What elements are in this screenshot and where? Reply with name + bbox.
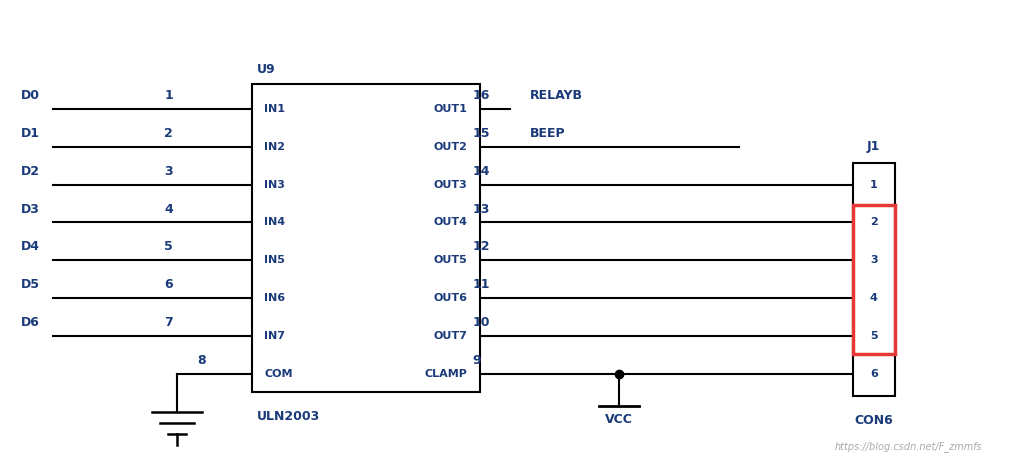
Text: 6: 6 bbox=[164, 279, 173, 292]
Text: ULN2003: ULN2003 bbox=[256, 410, 320, 423]
Bar bbox=[252, 84, 481, 392]
Text: D4: D4 bbox=[21, 240, 40, 253]
Text: OUT5: OUT5 bbox=[434, 255, 467, 266]
Text: VCC: VCC bbox=[606, 413, 633, 426]
Text: 4: 4 bbox=[870, 293, 878, 303]
Text: 1: 1 bbox=[164, 89, 173, 102]
Text: OUT4: OUT4 bbox=[433, 218, 467, 227]
Text: 16: 16 bbox=[472, 89, 490, 102]
Text: RELAYB: RELAYB bbox=[530, 89, 583, 102]
Text: IN7: IN7 bbox=[264, 331, 285, 341]
Bar bbox=[852, 205, 895, 354]
Text: 5: 5 bbox=[164, 240, 173, 253]
Text: 8: 8 bbox=[197, 354, 205, 367]
Text: 4: 4 bbox=[164, 203, 173, 216]
Text: IN5: IN5 bbox=[264, 255, 285, 266]
Text: IN4: IN4 bbox=[264, 218, 285, 227]
Text: OUT7: OUT7 bbox=[434, 331, 467, 341]
Text: 5: 5 bbox=[870, 331, 878, 341]
Text: CON6: CON6 bbox=[854, 414, 893, 427]
Text: U9: U9 bbox=[256, 63, 275, 76]
Text: OUT1: OUT1 bbox=[434, 104, 467, 114]
Text: IN2: IN2 bbox=[264, 142, 285, 152]
Text: D5: D5 bbox=[21, 279, 40, 292]
Text: 2: 2 bbox=[164, 126, 173, 140]
Text: OUT2: OUT2 bbox=[434, 142, 467, 152]
Text: D2: D2 bbox=[21, 165, 40, 178]
Text: IN1: IN1 bbox=[264, 104, 285, 114]
Text: 6: 6 bbox=[870, 369, 878, 379]
Text: 2: 2 bbox=[870, 218, 878, 227]
Text: 7: 7 bbox=[164, 316, 173, 329]
Text: 13: 13 bbox=[472, 203, 490, 216]
Text: D1: D1 bbox=[21, 126, 40, 140]
Text: IN6: IN6 bbox=[264, 293, 285, 303]
Text: OUT3: OUT3 bbox=[434, 179, 467, 190]
Text: 11: 11 bbox=[472, 279, 490, 292]
Bar bbox=[852, 163, 895, 396]
Text: 15: 15 bbox=[472, 126, 490, 140]
Text: 14: 14 bbox=[472, 165, 490, 178]
Text: J1: J1 bbox=[867, 140, 881, 153]
Text: 10: 10 bbox=[472, 316, 490, 329]
Text: COM: COM bbox=[264, 369, 293, 379]
Text: D3: D3 bbox=[21, 203, 40, 216]
Text: D0: D0 bbox=[21, 89, 40, 102]
Text: 1: 1 bbox=[870, 179, 878, 190]
Text: 3: 3 bbox=[164, 165, 173, 178]
Text: 9: 9 bbox=[472, 354, 481, 367]
Text: IN3: IN3 bbox=[264, 179, 285, 190]
Text: OUT6: OUT6 bbox=[433, 293, 467, 303]
Text: BEEP: BEEP bbox=[530, 126, 566, 140]
Text: https://blog.csdn.net/F_zmmfs: https://blog.csdn.net/F_zmmfs bbox=[834, 441, 982, 452]
Text: 12: 12 bbox=[472, 240, 490, 253]
Text: D6: D6 bbox=[21, 316, 40, 329]
Text: 3: 3 bbox=[870, 255, 878, 266]
Text: CLAMP: CLAMP bbox=[425, 369, 467, 379]
